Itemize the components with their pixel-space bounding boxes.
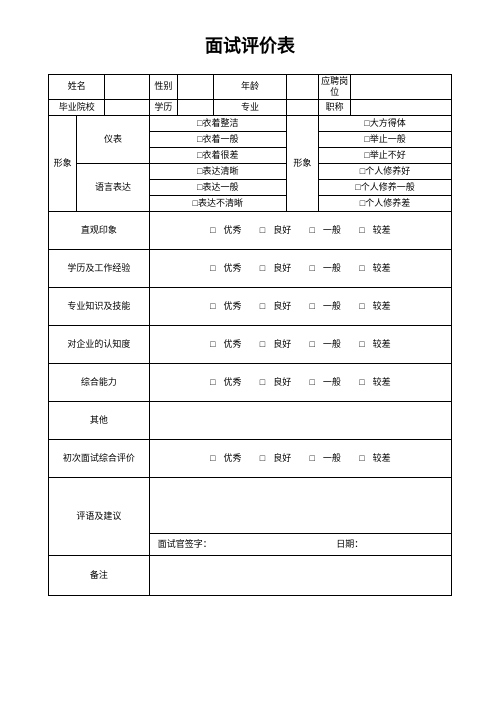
opt-right-3[interactable]: □个人修养好 bbox=[318, 163, 451, 179]
opt-left-2[interactable]: □衣着很差 bbox=[149, 147, 286, 163]
opt-left-4[interactable]: □表达一般 bbox=[149, 179, 286, 195]
remark-field[interactable] bbox=[149, 555, 451, 595]
suggestion-label: 评语及建议 bbox=[49, 477, 150, 555]
opt-right-2[interactable]: □举止不好 bbox=[318, 147, 451, 163]
criteria-label-3: 对企业的认知度 bbox=[49, 325, 150, 363]
signature-line[interactable]: 面试官签字： 日期： bbox=[149, 533, 451, 555]
opt-left-0[interactable]: □衣着整洁 bbox=[149, 115, 286, 131]
label-appearance-sub1: 仪表 bbox=[77, 115, 150, 163]
date-label: 日期： bbox=[336, 539, 363, 549]
criteria-opts-2[interactable]: □优秀 □良好 □一般 □较差 bbox=[149, 287, 451, 325]
suggestion-field[interactable] bbox=[149, 477, 451, 533]
appearance-row-4: 语言表达 □表达清晰 □个人修养好 bbox=[49, 163, 452, 179]
field-education[interactable] bbox=[177, 99, 213, 115]
criteria-opts-3[interactable]: □优秀 □良好 □一般 □较差 bbox=[149, 325, 451, 363]
criteria-opts-1[interactable]: □优秀 □良好 □一般 □较差 bbox=[149, 249, 451, 287]
label-appearance-sub2: 语言表达 bbox=[77, 163, 150, 211]
label-education: 学历 bbox=[149, 99, 177, 115]
remark-row: 备注 bbox=[49, 555, 452, 595]
criteria-label-1: 学历及工作经验 bbox=[49, 249, 150, 287]
field-position[interactable] bbox=[351, 75, 452, 100]
label-age: 年龄 bbox=[214, 75, 287, 100]
other-field[interactable] bbox=[149, 401, 451, 439]
other-label: 其他 bbox=[49, 401, 150, 439]
field-school[interactable] bbox=[105, 99, 149, 115]
other-row: 其他 bbox=[49, 401, 452, 439]
criteria-opts-4[interactable]: □优秀 □良好 □一般 □较差 bbox=[149, 363, 451, 401]
criteria-opts-0[interactable]: □优秀 □良好 □一般 □较差 bbox=[149, 211, 451, 249]
signer-label: 面试官签字： bbox=[158, 539, 212, 549]
page: 面试评价表 姓名 性别 年龄 应聘岗位 毕业院校 学历 专业 职称 bbox=[0, 0, 500, 707]
label-school: 毕业院校 bbox=[49, 99, 105, 115]
criteria-row-2: 专业知识及技能 □优秀 □良好 □一般 □较差 bbox=[49, 287, 452, 325]
criteria-row-1: 学历及工作经验 □优秀 □良好 □一般 □较差 bbox=[49, 249, 452, 287]
label-image-left: 形象 bbox=[49, 115, 77, 211]
overall-label: 初次面试综合评价 bbox=[49, 439, 150, 477]
label-title: 职称 bbox=[318, 99, 350, 115]
overall-opts[interactable]: □优秀 □良好 □一般 □较差 bbox=[149, 439, 451, 477]
appearance-row-1: 形象 仪表 □衣着整洁 形象 □大方得体 bbox=[49, 115, 452, 131]
header-row-2: 毕业院校 学历 专业 职称 bbox=[49, 99, 452, 115]
field-name[interactable] bbox=[105, 75, 149, 100]
field-title[interactable] bbox=[351, 99, 452, 115]
header-row-1: 姓名 性别 年龄 应聘岗位 bbox=[49, 75, 452, 100]
label-major: 专业 bbox=[214, 99, 287, 115]
opt-left-1[interactable]: □衣着一般 bbox=[149, 131, 286, 147]
opt-left-3[interactable]: □表达清晰 bbox=[149, 163, 286, 179]
label-gender: 性别 bbox=[149, 75, 177, 100]
criteria-row-3: 对企业的认知度 □优秀 □良好 □一般 □较差 bbox=[49, 325, 452, 363]
criteria-label-4: 综合能力 bbox=[49, 363, 150, 401]
field-gender[interactable] bbox=[177, 75, 213, 100]
opt-right-1[interactable]: □举止一般 bbox=[318, 131, 451, 147]
opt-right-0[interactable]: □大方得体 bbox=[318, 115, 451, 131]
opt-left-5[interactable]: □表达不清晰 bbox=[149, 195, 286, 211]
criteria-row-0: 直观印象 □优秀 □良好 □一般 □较差 bbox=[49, 211, 452, 249]
field-age[interactable] bbox=[286, 75, 318, 100]
criteria-row-4: 综合能力 □优秀 □良好 □一般 □较差 bbox=[49, 363, 452, 401]
criteria-label-2: 专业知识及技能 bbox=[49, 287, 150, 325]
label-image-right: 形象 bbox=[286, 115, 318, 211]
remark-label: 备注 bbox=[49, 555, 150, 595]
label-position: 应聘岗位 bbox=[318, 75, 350, 100]
field-major[interactable] bbox=[286, 99, 318, 115]
evaluation-table: 姓名 性别 年龄 应聘岗位 毕业院校 学历 专业 职称 形象 仪表 □衣着整洁 … bbox=[48, 74, 452, 596]
criteria-label-0: 直观印象 bbox=[49, 211, 150, 249]
opt-right-4[interactable]: □个人修养一般 bbox=[318, 179, 451, 195]
suggestion-row: 评语及建议 bbox=[49, 477, 452, 533]
overall-row: 初次面试综合评价 □优秀 □良好 □一般 □较差 bbox=[49, 439, 452, 477]
label-name: 姓名 bbox=[49, 75, 105, 100]
document-title: 面试评价表 bbox=[48, 32, 452, 58]
opt-right-5[interactable]: □个人修养差 bbox=[318, 195, 451, 211]
